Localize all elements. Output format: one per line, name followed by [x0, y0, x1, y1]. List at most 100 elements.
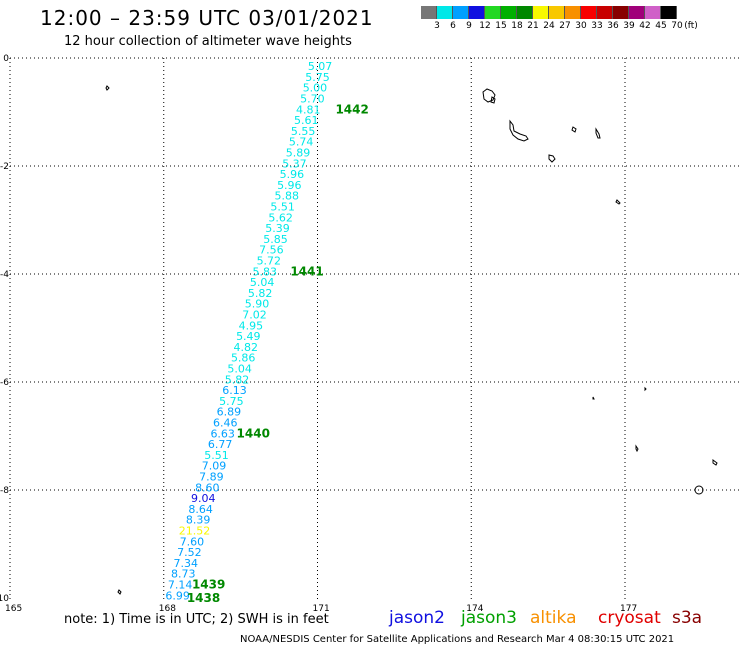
scale-swatch: [613, 6, 629, 19]
orbit-number-label: 1439: [192, 578, 225, 592]
wave-height-label: 5.00: [303, 82, 328, 95]
wave-height-label: 9.04: [191, 492, 216, 505]
map-title: 12:00 – 23:59 UTC 03/01/2021: [40, 6, 374, 30]
scale-label: 6: [450, 21, 456, 31]
y-tick-label: -6: [0, 378, 9, 388]
wave-height-label: 5.70: [300, 93, 325, 106]
island-outline: [635, 444, 639, 453]
altimeter-track: 5.075.755.005.704.815.615.555.745.895.37…: [165, 60, 332, 602]
scale-label: 12: [479, 21, 491, 31]
satellite-legend-item: altika: [530, 608, 577, 628]
scale-swatch: [565, 6, 581, 19]
wave-height-label: 4.82: [234, 341, 259, 354]
scale-label: 21: [527, 21, 539, 31]
scale-swatch: [453, 6, 469, 19]
satellite-legend-item: cryosat: [598, 608, 661, 628]
wave-height-label: 5.55: [291, 125, 316, 138]
wave-height-label: 6.77: [208, 438, 233, 451]
island-outline: [117, 589, 122, 595]
map-subtitle: 12 hour collection of altimeter wave hei…: [64, 34, 352, 49]
y-tick-label: -10: [0, 594, 9, 604]
island-outline: [482, 88, 496, 103]
wave-height-label: 5.82: [248, 287, 273, 300]
scale-swatch: [437, 6, 453, 19]
footer-note: note: 1) Time is in UTC; 2) SWH is in fe…: [64, 612, 329, 627]
wave-height-label: 5.61: [294, 114, 319, 127]
wave-height-label: 5.90: [245, 298, 270, 311]
wave-height-label: 7.14: [168, 579, 193, 592]
satellite-legend-item: jason3: [461, 608, 517, 628]
wave-height-label: 7.56: [259, 244, 284, 257]
wave-height-label: 6.63: [210, 427, 235, 440]
wave-height-label: 8.60: [195, 481, 220, 494]
wave-height-label: 5.75: [219, 395, 244, 408]
wave-height-label: 4.95: [239, 319, 264, 332]
x-tick-label: 165: [5, 604, 22, 614]
scale-unit: (ft): [684, 21, 698, 31]
scale-swatch: [533, 6, 549, 19]
wave-height-label: 5.49: [236, 330, 261, 343]
island-outline: [571, 126, 577, 133]
island-outline: [595, 127, 601, 139]
island-outline: [694, 485, 704, 495]
wave-height-label: 7.34: [174, 557, 199, 570]
wave-height-label: 7.09: [202, 460, 227, 473]
y-tick-label: -8: [0, 486, 9, 496]
wave-height-label: 6.99: [165, 589, 190, 602]
scale-swatch: [661, 6, 677, 19]
wave-height-label: 5.62: [268, 211, 293, 224]
scale-label: 24: [543, 21, 555, 31]
scale-swatch: [485, 6, 501, 19]
wave-height-label: 5.75: [305, 71, 330, 84]
orbit-number-label: 1441: [290, 264, 323, 278]
scale-swatch: [421, 6, 437, 19]
wave-height-label: 5.89: [286, 147, 311, 160]
island-outline: [509, 119, 529, 142]
scale-swatch: [469, 6, 485, 19]
y-tick-label: -4: [0, 270, 9, 280]
wave-height-label: 5.96: [280, 168, 305, 181]
island-outline: [105, 85, 110, 91]
wave-height-label: 8.39: [186, 514, 211, 527]
wave-height-label: 5.74: [289, 136, 314, 149]
x-tick-label: 171: [313, 604, 330, 614]
wave-height-label: 7.89: [199, 471, 224, 484]
wave-height-label: 5.51: [270, 201, 295, 214]
x-tick-label: 168: [159, 604, 176, 614]
orbit-number-label: 1440: [237, 426, 270, 440]
scale-label: 42: [639, 21, 651, 31]
wave-height-label: 5.88: [275, 190, 300, 203]
satellite-legend-item: s3a: [672, 608, 703, 628]
y-tick-label: 0: [3, 54, 9, 64]
scale-label: 18: [511, 21, 523, 31]
wave-height-label: 5.07: [308, 60, 333, 73]
scale-swatch: [629, 6, 645, 19]
wave-height-label: 8.64: [188, 503, 213, 516]
scale-label: 70: [671, 21, 683, 31]
wave-height-label: 6.89: [217, 406, 242, 419]
wave-height-label: 6.46: [213, 417, 238, 430]
wave-height-label: 4.81: [296, 103, 321, 116]
wave-height-label: 7.52: [177, 546, 202, 559]
wave-height-label: 8.73: [171, 568, 196, 581]
wave-height-label: 5.83: [252, 265, 277, 278]
wave-height-label: 6.13: [222, 384, 247, 397]
wave-height-label: 5.51: [204, 449, 229, 462]
wave-height-label: 5.82: [225, 373, 250, 386]
island-outline: [592, 396, 595, 400]
scale-swatch: [581, 6, 597, 19]
scale-label: 9: [466, 21, 472, 31]
scale-swatch: [597, 6, 613, 19]
wave-height-label: 7.60: [180, 535, 205, 548]
scale-label: 36: [607, 21, 619, 31]
wave-height-label: 5.72: [257, 255, 282, 268]
scale-label: 30: [575, 21, 587, 31]
scale-label: 45: [655, 21, 667, 31]
island-outline: [615, 199, 621, 205]
wave-height-label: 5.96: [277, 179, 302, 192]
y-tick-label: -2: [0, 162, 9, 172]
wave-height-label: 5.37: [282, 157, 307, 170]
orbit-number-label: 1442: [335, 102, 368, 116]
wave-height-label: 5.04: [227, 363, 252, 376]
